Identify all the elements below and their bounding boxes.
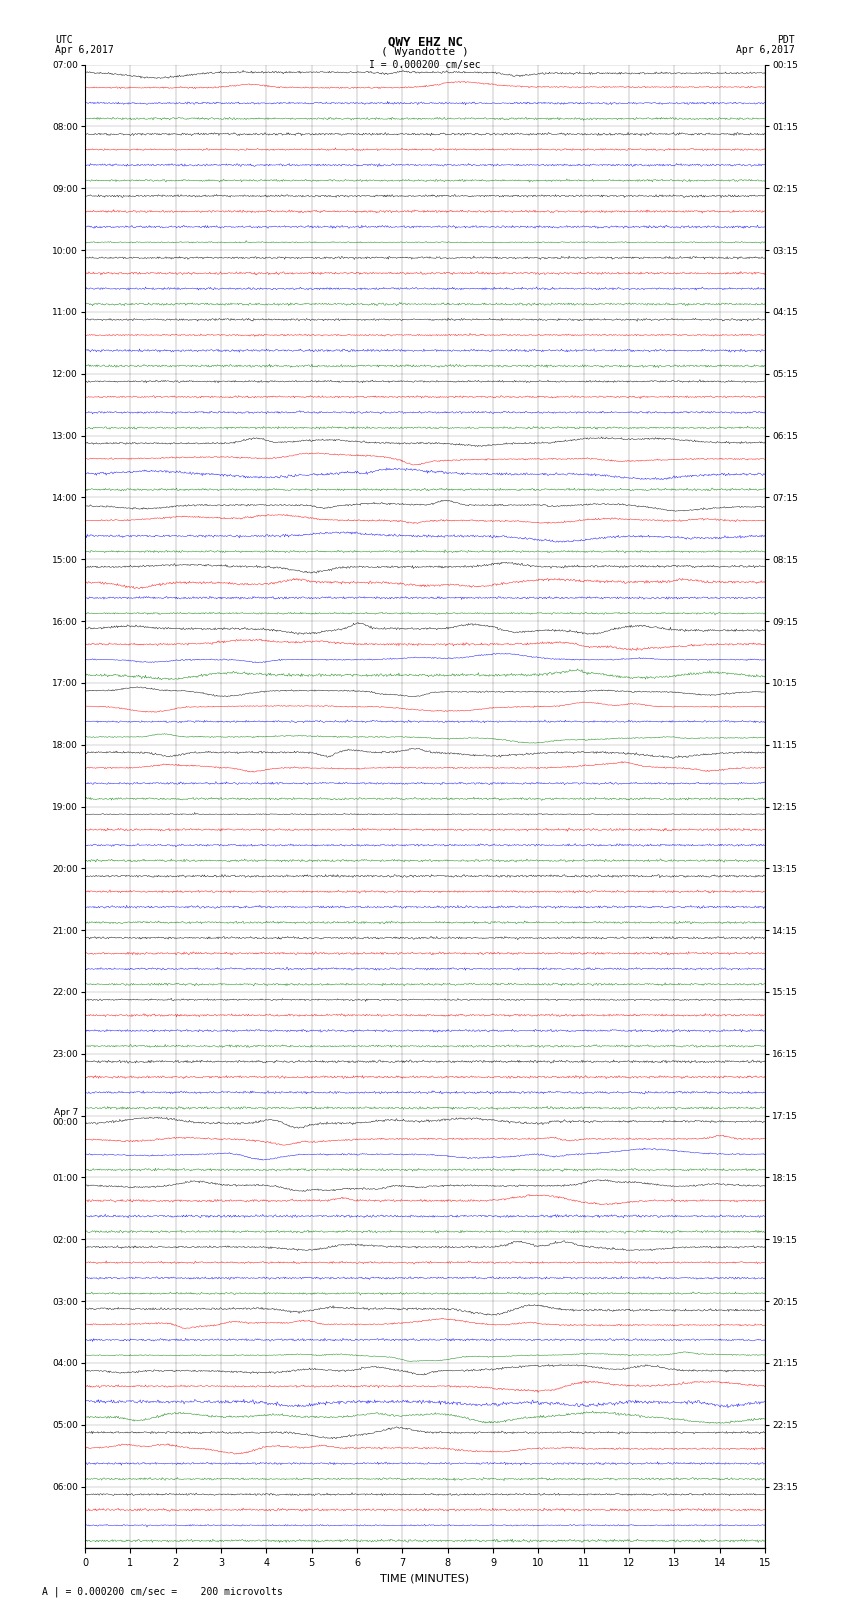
Text: ( Wyandotte ): ( Wyandotte ) (381, 47, 469, 56)
Text: I = 0.000200 cm/sec: I = 0.000200 cm/sec (369, 60, 481, 69)
Text: QWY EHZ NC: QWY EHZ NC (388, 35, 462, 48)
Text: PDT: PDT (777, 35, 795, 45)
Text: UTC: UTC (55, 35, 73, 45)
Text: Apr 6,2017: Apr 6,2017 (736, 45, 795, 55)
X-axis label: TIME (MINUTES): TIME (MINUTES) (381, 1574, 469, 1584)
Text: A | = 0.000200 cm/sec =    200 microvolts: A | = 0.000200 cm/sec = 200 microvolts (42, 1586, 283, 1597)
Text: Apr 6,2017: Apr 6,2017 (55, 45, 114, 55)
